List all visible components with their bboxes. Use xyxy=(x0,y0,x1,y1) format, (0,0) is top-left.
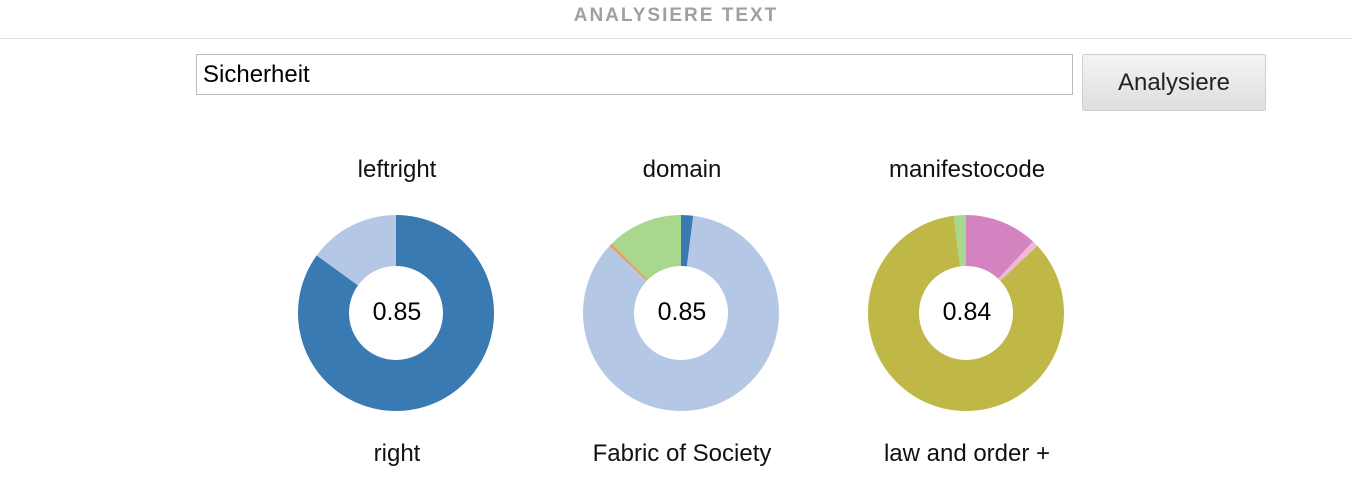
chart-title: manifestocode xyxy=(888,156,1046,183)
header: ANALYSIERE TEXT xyxy=(0,0,1352,39)
donut-chart xyxy=(868,215,1064,411)
donut-slice-0 xyxy=(681,215,694,267)
donut-slice-3 xyxy=(953,215,966,267)
donut-slice-0 xyxy=(298,215,494,411)
chart-panel-manifestocode: manifestocode 0.84 law and order + xyxy=(837,150,1097,480)
search-input[interactable] xyxy=(196,54,1073,95)
donut-slice-3 xyxy=(611,215,681,280)
chart-title: leftright xyxy=(357,156,437,183)
donut-slice-2 xyxy=(868,215,1064,411)
chart-top-label: law and order + xyxy=(883,440,1051,467)
chart-panel-leftright: leftright 0.85 right xyxy=(267,150,527,480)
chart-title: domain xyxy=(642,156,722,183)
donut-chart xyxy=(298,215,494,411)
analyse-button[interactable]: Analysiere xyxy=(1082,54,1266,111)
donut-slice-2 xyxy=(609,243,648,281)
page-title: ANALYSIERE TEXT xyxy=(573,5,779,26)
donut-center-value: 0.85 xyxy=(657,298,707,326)
donut-slice-1 xyxy=(998,241,1038,281)
donut-slice-1 xyxy=(583,215,779,411)
donut-slice-1 xyxy=(316,215,396,286)
chart-top-label: right xyxy=(373,440,421,467)
donut-center-value: 0.85 xyxy=(372,298,422,326)
donut-chart xyxy=(583,215,779,411)
donut-slice-0 xyxy=(966,215,1034,279)
chart-panel-domain: domain 0.85 Fabric of Society xyxy=(552,150,812,480)
donut-center-value: 0.84 xyxy=(942,298,992,326)
chart-top-label: Fabric of Society xyxy=(592,440,772,467)
